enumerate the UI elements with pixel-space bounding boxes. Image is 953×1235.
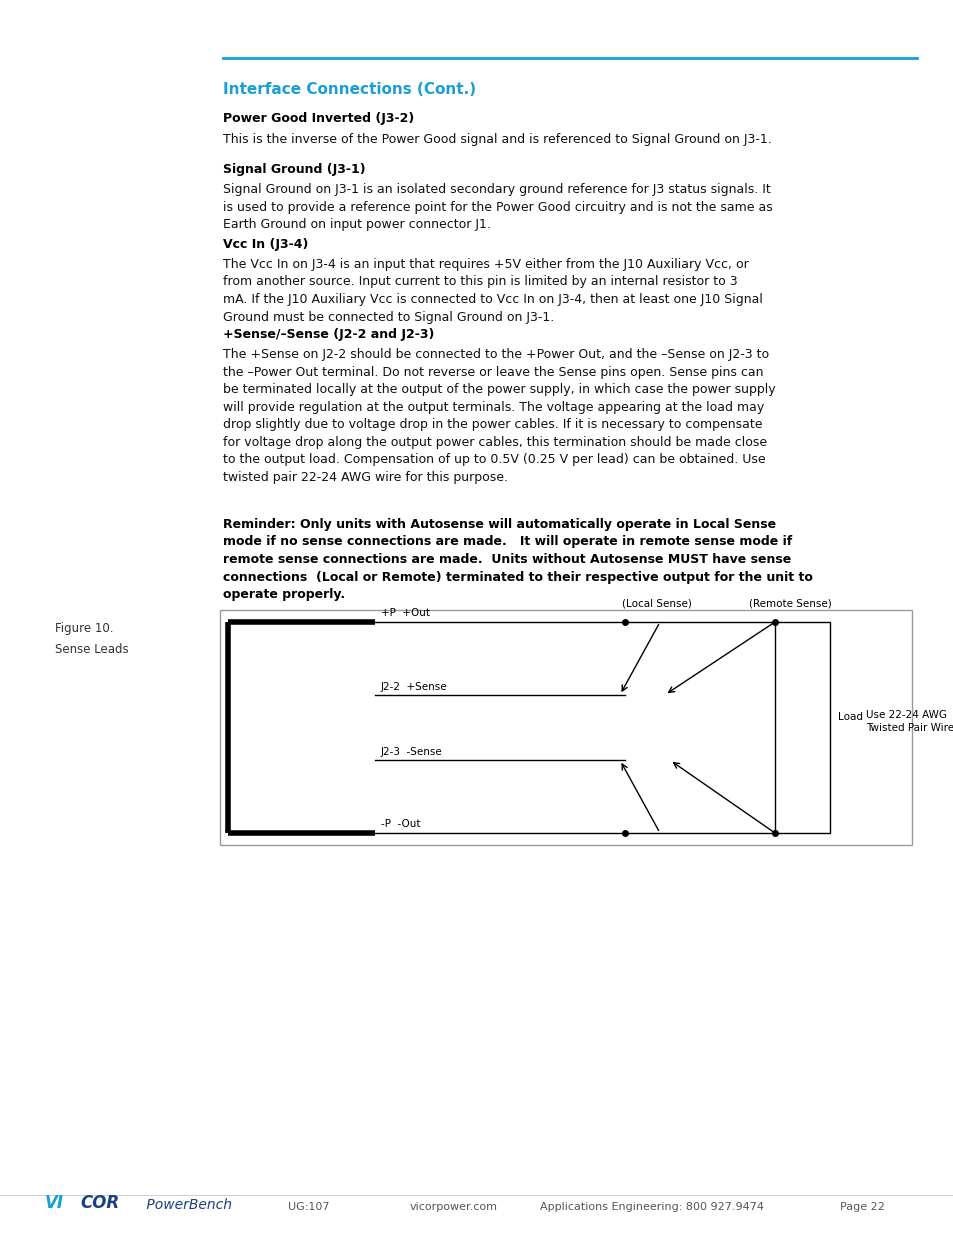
Bar [220, 610, 911, 845]
Text: Signal Ground on J3-1 is an isolated secondary ground reference for J3 status si: Signal Ground on J3-1 is an isolated sec… [223, 183, 772, 231]
Text: +P  +Out: +P +Out [380, 608, 430, 618]
Text: The Vcc In on J3-4 is an input that requires +5V either from the J10 Auxiliary V: The Vcc In on J3-4 is an input that requ… [223, 258, 762, 324]
Text: The +Sense on J2-2 should be connected to the +Power Out, and the –Sense on J2-3: The +Sense on J2-2 should be connected t… [223, 348, 775, 483]
Text: This is the inverse of the Power Good signal and is referenced to Signal Ground : This is the inverse of the Power Good si… [223, 133, 771, 146]
Text: VI: VI [45, 1194, 64, 1212]
Text: Signal Ground (J3-1): Signal Ground (J3-1) [223, 163, 365, 177]
Text: -P  -Out: -P -Out [380, 819, 420, 829]
Text: +Sense/–Sense (J2-2 and J2-3): +Sense/–Sense (J2-2 and J2-3) [223, 329, 434, 341]
Text: Reminder: Only units with Autosense will automatically operate in Local Sense
mo: Reminder: Only units with Autosense will… [223, 517, 812, 601]
Text: (Local Sense): (Local Sense) [621, 599, 691, 609]
Text: Use 22-24 AWG
Twisted Pair Wires: Use 22-24 AWG Twisted Pair Wires [865, 710, 953, 732]
Text: Power Good Inverted (J3-2): Power Good Inverted (J3-2) [223, 112, 414, 125]
Text: Interface Connections (Cont.): Interface Connections (Cont.) [223, 82, 476, 98]
Text: PowerBench: PowerBench [142, 1198, 232, 1212]
Text: Page 22: Page 22 [840, 1202, 884, 1212]
Text: Sense Leads: Sense Leads [55, 643, 129, 656]
Text: vicorpower.com: vicorpower.com [410, 1202, 497, 1212]
Text: Applications Engineering: 800 927.9474: Applications Engineering: 800 927.9474 [539, 1202, 763, 1212]
Text: COR: COR [80, 1194, 119, 1212]
Text: J2-2  +Sense: J2-2 +Sense [380, 682, 447, 692]
Text: Vcc In (J3-4): Vcc In (J3-4) [223, 238, 308, 251]
Text: (Remote Sense): (Remote Sense) [748, 599, 830, 609]
Text: J2-3  -Sense: J2-3 -Sense [380, 747, 442, 757]
Text: Figure 10.: Figure 10. [55, 622, 113, 635]
Text: UG:107: UG:107 [288, 1202, 329, 1212]
Text: Load: Load [837, 713, 862, 722]
Bar [774, 622, 829, 832]
